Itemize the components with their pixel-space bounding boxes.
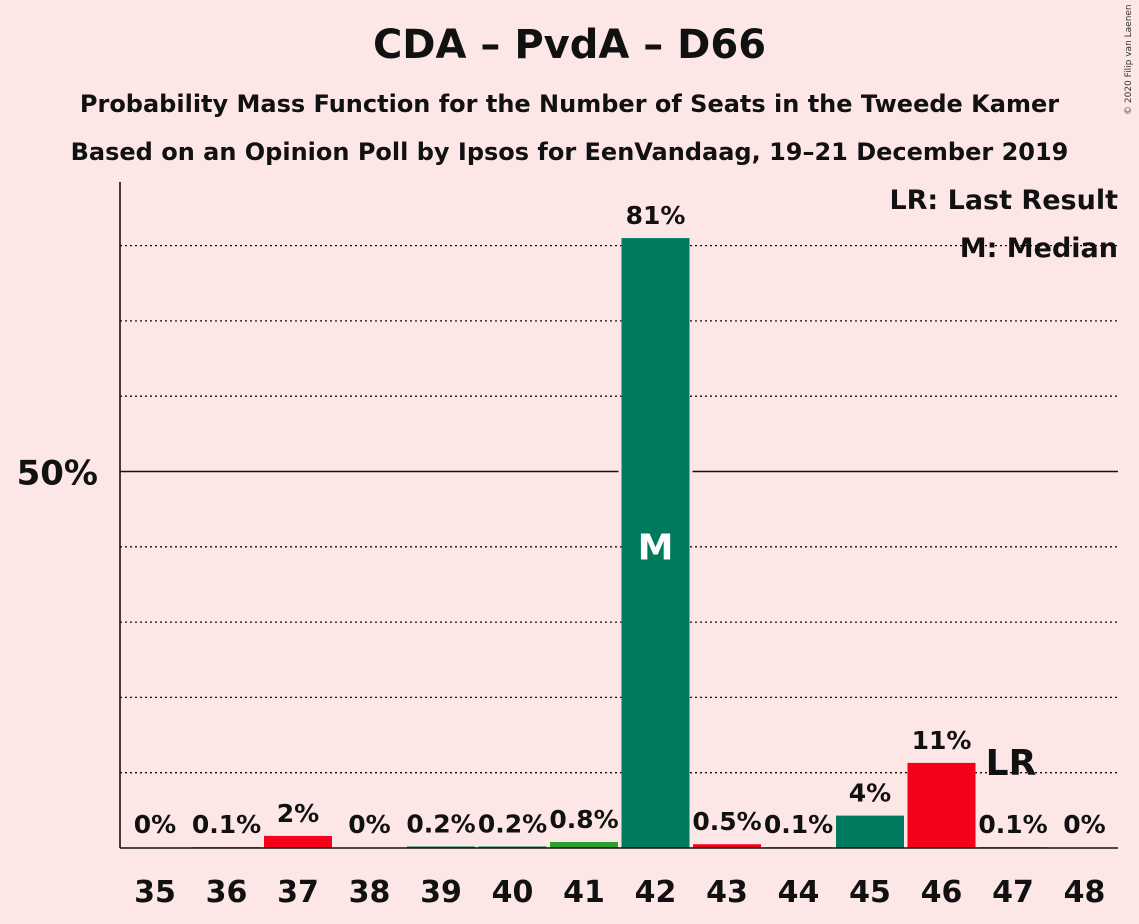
data-label-40: 0.2% xyxy=(478,809,547,838)
x-tick-label-44: 44 xyxy=(778,875,820,910)
bar-45 xyxy=(836,815,904,848)
x-tick-label-45: 45 xyxy=(849,875,891,910)
x-tick-label-43: 43 xyxy=(706,875,748,910)
bar-46 xyxy=(907,762,976,848)
x-tick-label-42: 42 xyxy=(635,875,677,910)
bar-41 xyxy=(550,841,618,848)
bar-42 xyxy=(621,238,690,848)
data-label-36: 0.1% xyxy=(192,810,261,839)
data-label-47: 0.1% xyxy=(978,810,1047,839)
y-tick-label: 50% xyxy=(17,454,98,494)
data-label-39: 0.2% xyxy=(406,809,475,838)
x-tick-label-41: 41 xyxy=(563,875,605,910)
x-tick-label-38: 38 xyxy=(349,875,391,910)
x-tick-label-48: 48 xyxy=(1064,875,1106,910)
x-tick-label-39: 39 xyxy=(420,875,462,910)
data-label-43: 0.5% xyxy=(692,807,761,836)
legend-last-result: LR: Last Result xyxy=(889,185,1118,216)
data-label-37: 2% xyxy=(277,799,319,828)
data-label-38: 0% xyxy=(348,810,390,839)
x-tick-label-36: 36 xyxy=(206,875,248,910)
median-marker: M xyxy=(638,528,674,569)
data-label-35: 0% xyxy=(134,810,176,839)
legend-median: M: Median xyxy=(960,233,1118,264)
bar-37 xyxy=(264,835,332,848)
median-bar-gap-left xyxy=(618,469,622,474)
x-tick-label-35: 35 xyxy=(134,875,176,910)
last-result-marker: LR xyxy=(986,743,1037,784)
data-label-41: 0.8% xyxy=(549,805,618,834)
chart-subtitle: Probability Mass Function for the Number… xyxy=(79,90,1060,118)
data-label-48: 0% xyxy=(1063,810,1105,839)
data-label-45: 4% xyxy=(849,779,891,808)
median-bar-gap-right xyxy=(689,469,693,474)
x-tick-label-46: 46 xyxy=(921,875,963,910)
data-label-46: 11% xyxy=(912,726,972,755)
x-tick-label-40: 40 xyxy=(492,875,534,910)
chart-source-note: Based on an Opinion Poll by Ipsos for Ee… xyxy=(70,138,1069,166)
data-label-42: 81% xyxy=(626,201,686,230)
data-label-44: 0.1% xyxy=(764,810,833,839)
x-tick-label-37: 37 xyxy=(277,875,319,910)
chart-title: CDA – PvdA – D66 xyxy=(372,22,767,68)
bar-43 xyxy=(693,844,761,848)
x-tick-label-47: 47 xyxy=(992,875,1034,910)
